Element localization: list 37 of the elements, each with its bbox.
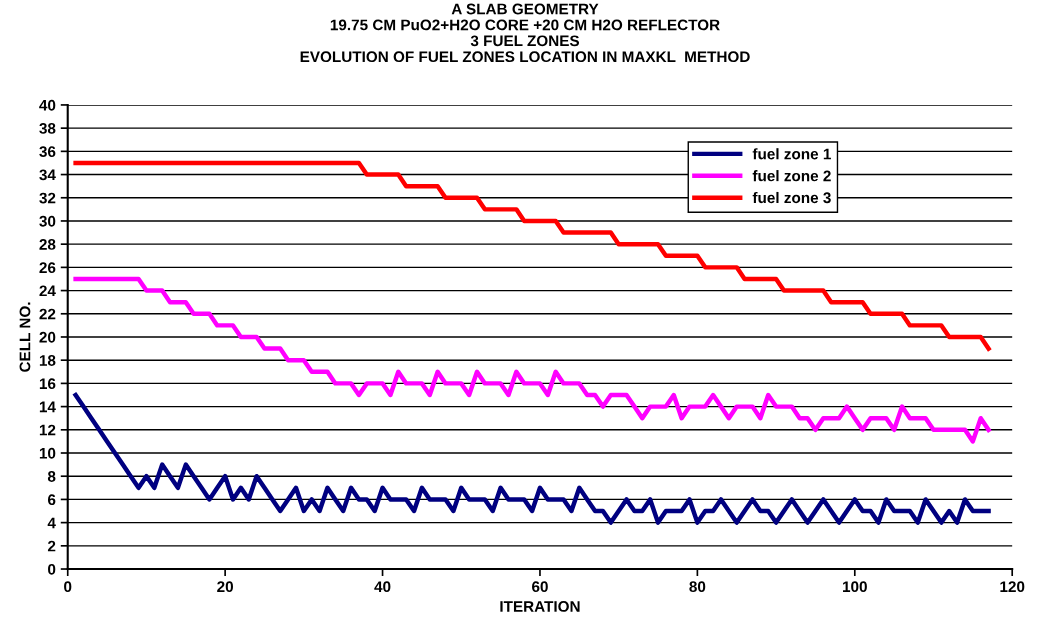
y-tick-label: 10 — [39, 447, 56, 459]
y-tick-label: 16 — [39, 378, 56, 390]
y-tick-label: 28 — [39, 239, 56, 250]
x-tick-label: 0 — [64, 581, 72, 593]
x-tick-label: 120 — [1000, 581, 1025, 593]
y-tick-label: 6 — [47, 494, 56, 506]
y-tick-label: 32 — [39, 192, 56, 204]
y-tick-label: 4 — [47, 517, 56, 529]
y-tick-label: 36 — [39, 146, 56, 158]
line-series — [73, 392, 991, 525]
legend-label: fuel zone 2 — [752, 170, 831, 182]
y-tick-label: 0 — [48, 563, 56, 575]
x-tick-label: 60 — [532, 581, 548, 593]
legend-label: fuel zone 3 — [752, 191, 831, 204]
y-tick-label: 20 — [39, 331, 56, 343]
y-tick-label: 18 — [39, 355, 56, 366]
y-tick-label: 14 — [39, 401, 56, 413]
y-tick-label: 12 — [39, 424, 56, 436]
x-tick-label: 20 — [217, 581, 234, 593]
y-tick-label: 40 — [39, 99, 56, 111]
line-series — [73, 276, 991, 444]
x-axis-title: ITERATION — [500, 601, 580, 612]
y-tick-label: 22 — [39, 308, 56, 320]
y-tick-label: 30 — [39, 215, 56, 227]
x-tick-label: 80 — [689, 581, 706, 593]
y-tick-label: 24 — [39, 285, 56, 297]
y-tick-label: 26 — [39, 262, 56, 274]
y-tick-label: 38 — [39, 123, 56, 134]
x-tick-label: 100 — [843, 581, 867, 593]
line-series — [73, 160, 991, 351]
chart-title: A SLAB GEOMETRY 19.75 CM PuO2+H2O CORE +20 CM H2O REFLECTOR 3 FUEL ZONES EVOLUTION OF FUEL ZONES LOCATION IN MAXKL METHOD — [300, 3, 750, 63]
legend-label: fuel zone 1 — [752, 148, 831, 160]
y-tick-label: 2 — [47, 540, 56, 552]
y-axis-title: CELL NO. — [19, 302, 31, 372]
y-tick-label: 8 — [47, 471, 56, 482]
x-tick-label: 40 — [374, 581, 391, 593]
y-tick-label: 34 — [39, 169, 56, 181]
